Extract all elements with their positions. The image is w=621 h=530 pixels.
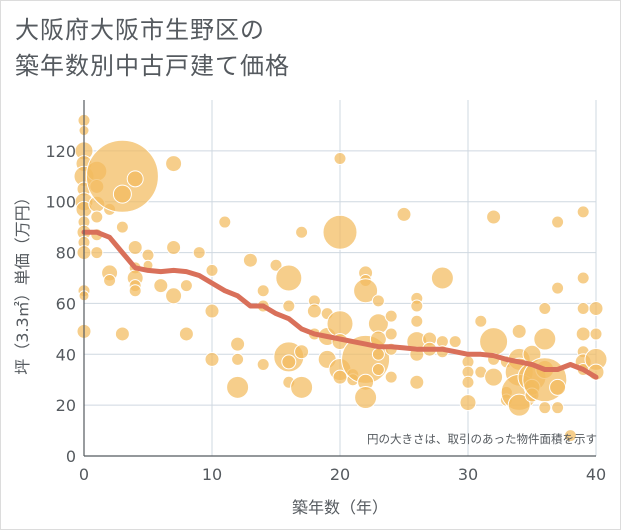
y-tick-label: 60 bbox=[56, 294, 76, 313]
bubble-point bbox=[126, 170, 144, 188]
bubble-point bbox=[242, 252, 258, 268]
bubble-point bbox=[333, 151, 347, 165]
bubble-point bbox=[384, 327, 398, 341]
y-tick-label: 0 bbox=[66, 447, 76, 466]
bubble-point bbox=[354, 386, 378, 410]
bubble-point bbox=[448, 335, 462, 349]
bubble-point bbox=[396, 206, 412, 222]
bubble-point bbox=[576, 205, 590, 219]
bubble-point bbox=[256, 284, 270, 298]
bubble-point bbox=[474, 314, 488, 328]
bubble-point bbox=[384, 370, 398, 384]
x-tick-label: 20 bbox=[330, 465, 350, 484]
trend-line bbox=[81, 229, 599, 380]
bubble-point bbox=[295, 225, 309, 239]
bubble-point bbox=[179, 279, 193, 293]
bubble-point bbox=[178, 326, 194, 342]
chart-title: 大阪府大阪市生野区の 築年数別中古戸建て価格 bbox=[15, 12, 290, 84]
y-tick-label: 120 bbox=[45, 142, 76, 161]
bubble-point bbox=[281, 354, 297, 370]
bubble-point bbox=[588, 301, 604, 317]
bubble-point bbox=[371, 363, 385, 377]
bubble-point bbox=[461, 375, 475, 389]
x-tick-label: 10 bbox=[202, 465, 222, 484]
bubble-point bbox=[204, 351, 220, 367]
y-tick-label: 80 bbox=[56, 244, 76, 263]
chart-title-line-1: 大阪府大阪市生野区の bbox=[15, 16, 265, 44]
bubble-point bbox=[226, 375, 250, 399]
bubble-point bbox=[538, 401, 552, 415]
bubble-point bbox=[511, 323, 527, 339]
bubble-point bbox=[230, 336, 246, 352]
bubble-point bbox=[353, 278, 379, 304]
bubble-point bbox=[294, 344, 310, 360]
bubble-point bbox=[575, 326, 591, 342]
bubble-point bbox=[165, 155, 183, 173]
chart-title-line-2: 築年数別中古戸建て価格 bbox=[15, 52, 290, 80]
bubble-point bbox=[486, 209, 502, 225]
bubble-point bbox=[127, 239, 143, 255]
bubble-point bbox=[459, 394, 477, 412]
bubble-point bbox=[549, 378, 567, 396]
bubble-point bbox=[204, 303, 220, 319]
y-tick-label: 20 bbox=[56, 396, 76, 415]
bubble-point bbox=[410, 299, 424, 313]
bubble-point bbox=[153, 278, 169, 294]
bubble-point bbox=[112, 184, 132, 204]
bubble-point bbox=[275, 264, 303, 292]
bubble-point bbox=[551, 215, 565, 229]
x-tick-label: 40 bbox=[586, 465, 606, 484]
y-tick-label: 100 bbox=[45, 193, 76, 212]
y-axis-label: 坪（3.3㎡）単価（万円） bbox=[13, 189, 32, 374]
bubble-point bbox=[166, 239, 182, 255]
bubble-point bbox=[410, 314, 424, 328]
bubble-point bbox=[218, 215, 232, 229]
bubble-point bbox=[563, 429, 577, 443]
bubble-point bbox=[85, 139, 159, 213]
bubble-point bbox=[90, 246, 104, 260]
x-tick-label: 0 bbox=[79, 465, 89, 484]
size-annotation: 円の大きさは、取引のあった物件面積を示す bbox=[367, 432, 597, 446]
bubble-point bbox=[103, 274, 117, 288]
bubble-point bbox=[306, 303, 322, 319]
bubble-point bbox=[384, 309, 398, 323]
bubble-point bbox=[484, 367, 504, 387]
axes: 0 10 20 30 40 0 20 40 60 80 100 120 bbox=[45, 100, 606, 484]
x-axis-label: 築年数（年） bbox=[292, 498, 388, 517]
bubble-point bbox=[141, 248, 155, 262]
bubble-point bbox=[322, 214, 358, 250]
bubble-point bbox=[589, 327, 603, 341]
bubble-point bbox=[128, 284, 142, 298]
bubble-point bbox=[371, 347, 385, 361]
bubble-point bbox=[192, 246, 206, 260]
bubble-point bbox=[256, 357, 270, 371]
bubble-point bbox=[90, 210, 104, 224]
x-tick-label: 30 bbox=[458, 465, 478, 484]
bubble-point bbox=[326, 310, 354, 338]
bubble-point bbox=[165, 287, 183, 305]
bubble-point bbox=[205, 263, 219, 277]
bubble-point bbox=[576, 302, 590, 316]
bubble-point bbox=[533, 327, 557, 351]
bubble-point bbox=[551, 281, 565, 295]
bubble-point bbox=[430, 266, 454, 290]
bubble-point bbox=[231, 352, 245, 366]
bubble-point bbox=[576, 271, 590, 285]
y-tick-label: 40 bbox=[56, 345, 76, 364]
bubble-point bbox=[507, 393, 531, 417]
bubble-point bbox=[115, 220, 129, 234]
bubble-point bbox=[551, 401, 565, 415]
bubble-point bbox=[479, 327, 509, 357]
bubble-point bbox=[114, 326, 130, 342]
bubble-point bbox=[282, 299, 296, 313]
bubble-point bbox=[409, 374, 425, 390]
bubble-point bbox=[269, 258, 283, 272]
bubble-point bbox=[371, 294, 385, 308]
bubble-point bbox=[290, 375, 314, 399]
bubble-point bbox=[538, 302, 552, 316]
